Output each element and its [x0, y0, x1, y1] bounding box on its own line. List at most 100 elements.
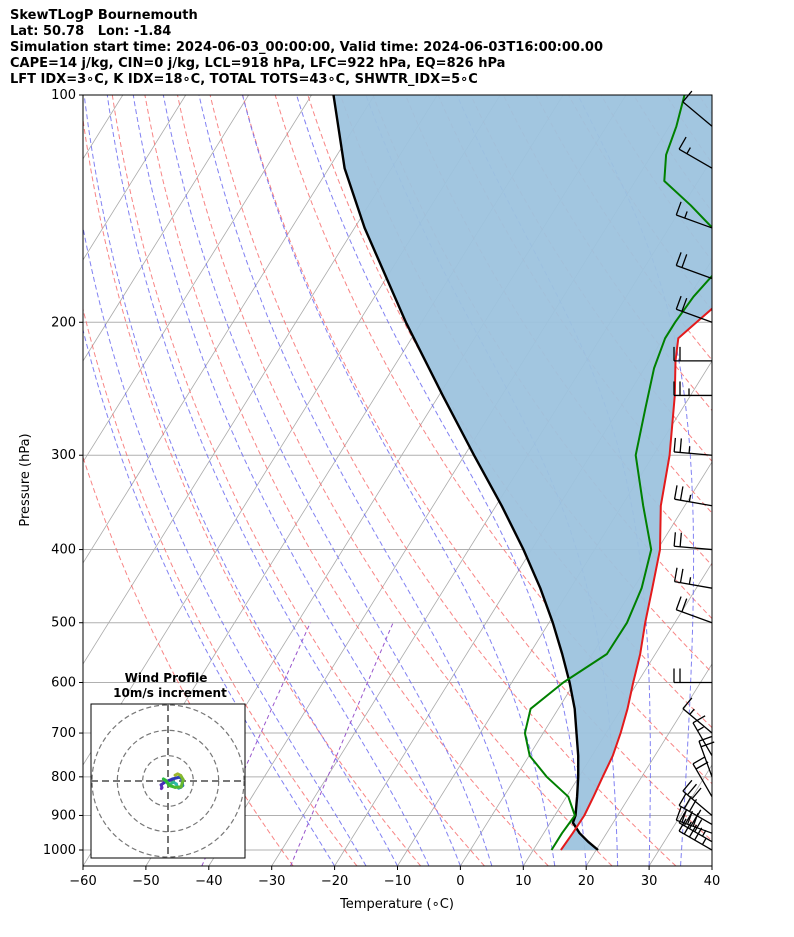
- barb-flag: [681, 598, 688, 613]
- x-tick-label: −10: [384, 874, 411, 889]
- barb-flag: [678, 792, 687, 806]
- barb-staff: [676, 819, 713, 834]
- barb-staff: [676, 609, 713, 624]
- wind-barb: [673, 346, 712, 362]
- dry-adiabat-line: [83, 307, 358, 866]
- sounding-profiles: [332, 95, 712, 851]
- barb-half-flag: [686, 147, 691, 154]
- barb-half-flag: [688, 494, 692, 502]
- x-tick-label: 30: [641, 874, 658, 889]
- wind-barbs: [673, 90, 715, 851]
- barb-flag: [675, 201, 682, 216]
- wind-barb: [675, 295, 713, 323]
- x-tick-label: −20: [321, 874, 348, 889]
- dry-adiabat-line: [698, 95, 712, 116]
- dry-adiabat-line: [177, 95, 613, 866]
- dry-adiabat-line: [731, 95, 794, 866]
- barb-flag: [673, 567, 678, 582]
- barb-flag: [675, 252, 682, 266]
- chart-title: SkewTLogP Bournemouth: [10, 8, 198, 23]
- barb-flag: [695, 761, 709, 770]
- moist-adiabat-line: [162, 95, 493, 866]
- dry-adiabat-line: [111, 95, 485, 866]
- wind-barb: [673, 485, 713, 507]
- moist-adiabat-line: [132, 95, 461, 866]
- barb-staff: [692, 722, 713, 756]
- y-axis-label: Pressure (hPa): [18, 433, 33, 526]
- mixing-ratio-lines: [201, 622, 394, 866]
- isotherm-line: [460, 461, 712, 866]
- wind-barb: [675, 201, 713, 229]
- barb-staff: [674, 545, 713, 551]
- barb-flag: [679, 438, 682, 453]
- x-tick-label: −40: [195, 874, 222, 889]
- barb-flag: [679, 532, 682, 547]
- y-tick-label: 300: [51, 448, 76, 463]
- barb-flag: [682, 779, 693, 792]
- barb-flag: [679, 486, 684, 501]
- location-text: Lat: 50.78 Lon: -1.84: [10, 24, 172, 39]
- isotherm-line: [711, 865, 712, 866]
- dry-adiabat-line: [83, 116, 422, 866]
- x-tick-label: −50: [132, 874, 159, 889]
- barb-flag: [681, 297, 688, 312]
- wind-barb: [673, 532, 713, 551]
- wind-barb: [692, 715, 713, 756]
- barb-half-flag: [689, 708, 695, 715]
- y-tick-label: 100: [51, 88, 76, 103]
- x-axis-label: Temperature (∘C): [339, 897, 454, 912]
- x-tick-label: −30: [258, 874, 285, 889]
- barb-staff: [678, 804, 713, 826]
- barb-flag: [692, 715, 706, 724]
- hodograph-inset: Wind Profile 10m/s increment: [90, 671, 246, 859]
- barb-flag: [675, 596, 682, 610]
- barb-flag: [673, 532, 677, 547]
- dry-adiabat-line: [307, 95, 712, 729]
- barb-flag: [688, 816, 698, 830]
- barb-staff: [698, 740, 713, 778]
- isotherm-line: [83, 95, 249, 362]
- chart-header: SkewTLogP Bournemouth Lat: 50.78 Lon: -1…: [10, 8, 603, 88]
- barb-flag: [692, 756, 706, 765]
- dry-adiabat-line: [209, 95, 677, 866]
- barb-flag: [675, 806, 682, 821]
- barb-half-flag: [688, 446, 691, 454]
- x-tick-label: 20: [578, 874, 595, 889]
- cape-text: CAPE=14 j/kg, CIN=0 j/kg, LCL=918 hPa, L…: [10, 56, 506, 71]
- barb-flag: [682, 697, 693, 710]
- time-text: Simulation start time: 2024-06-03_00:00:…: [10, 40, 603, 55]
- barb-flag: [673, 437, 677, 452]
- parcel-profile-line: [332, 95, 599, 851]
- barb-staff: [678, 830, 713, 851]
- mixing-ratio-line: [290, 622, 394, 866]
- barb-flag: [691, 787, 702, 800]
- barb-flag: [679, 568, 684, 583]
- barb-half-flag: [697, 726, 704, 732]
- wind-barb: [673, 381, 712, 397]
- y-tick-label: 400: [51, 543, 76, 558]
- moist-adiabat-line: [198, 95, 524, 866]
- moist-adiabat-line: [106, 95, 430, 866]
- cape-area: [333, 95, 712, 850]
- hodograph-subtitle: 10m/s increment: [113, 686, 227, 700]
- mixing-ratio-line: [201, 622, 311, 866]
- y-tick-label: 200: [51, 315, 76, 330]
- x-tick-label: −60: [69, 874, 96, 889]
- cape-shading: [333, 95, 712, 850]
- barb-staff: [682, 101, 713, 127]
- wind-barb: [682, 90, 713, 127]
- barb-flag: [675, 295, 682, 310]
- barb-staff: [674, 498, 713, 507]
- moist-adiabat-line: [83, 327, 336, 866]
- y-tick-label: 800: [51, 770, 76, 785]
- x-tick-label: 10: [515, 874, 532, 889]
- barb-flag: [686, 783, 697, 796]
- x-tick-label: 40: [704, 874, 721, 889]
- barb-staff: [674, 451, 713, 456]
- barb-staff: [678, 148, 713, 169]
- barb-flag: [681, 254, 688, 268]
- barb-staff: [676, 214, 713, 229]
- barb-flag: [678, 136, 687, 150]
- hodograph-title: Wind Profile: [125, 671, 208, 685]
- barb-half-flag: [696, 809, 702, 817]
